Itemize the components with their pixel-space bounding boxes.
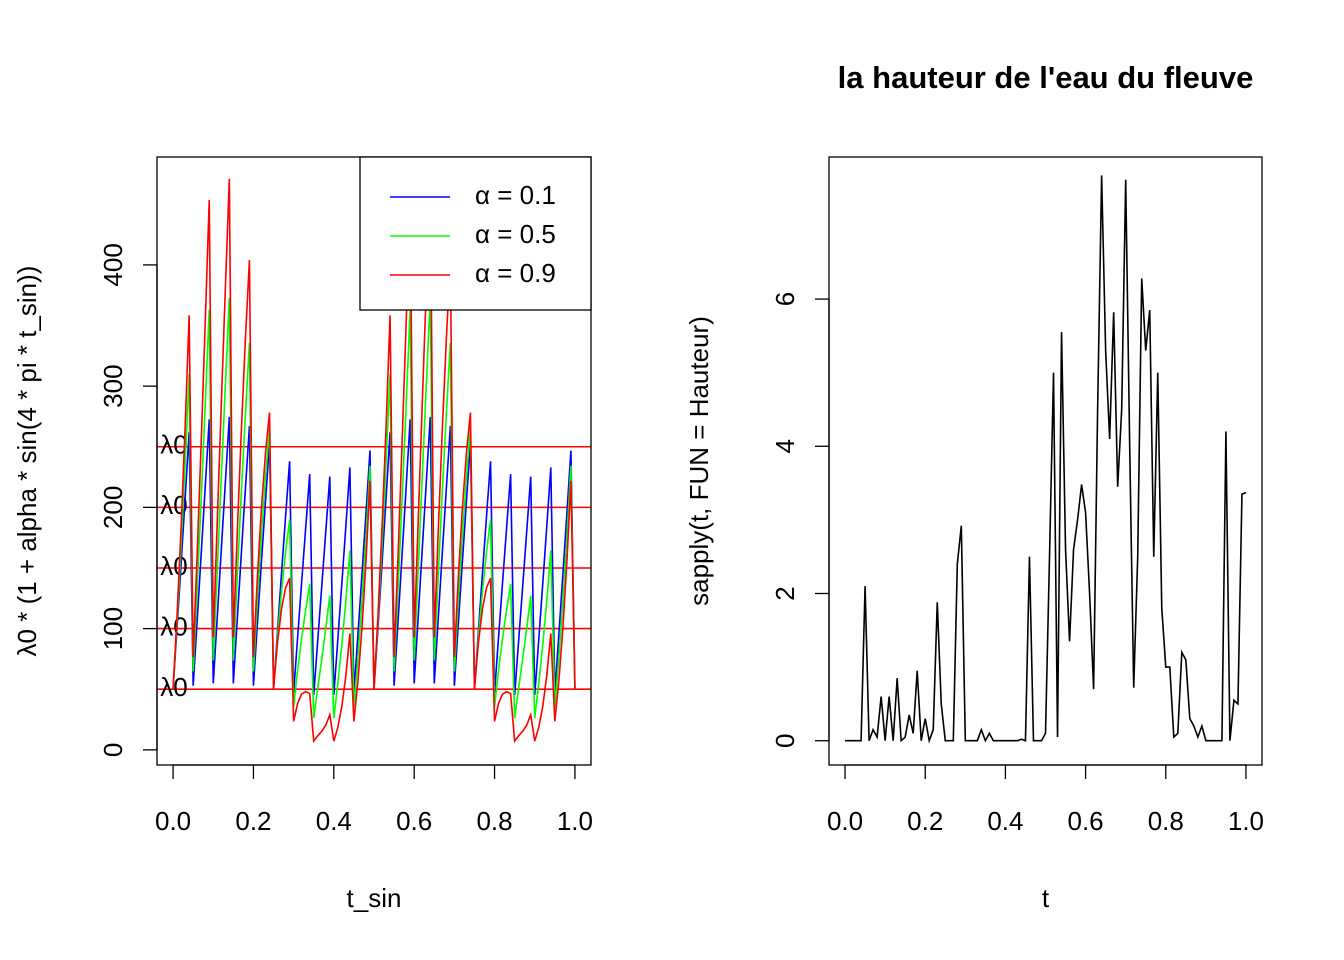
y-tick-label: 400 — [98, 243, 128, 286]
legend-box — [359, 156, 592, 311]
y-tick-label: 2 — [770, 586, 800, 600]
legend: α = 0.1 α = 0.5 α = 0.9 — [359, 156, 592, 311]
legend-label: α = 0.5 — [475, 219, 556, 249]
y-axis-title: λ0 * (1 + alpha * sin(4 * pi * t_sin)) — [12, 266, 42, 657]
y-axis-title: sapply(t, FUN = Hauteur) — [684, 316, 714, 606]
y-tick-label: 0 — [98, 743, 128, 757]
y-tick-label: 300 — [98, 364, 128, 407]
x-tick-label: 0.8 — [476, 806, 512, 836]
x-axis-title: t — [1042, 883, 1050, 913]
x-tick-label: 0.6 — [1068, 806, 1104, 836]
series-line — [845, 175, 1247, 744]
reference-label: λ0 — [160, 611, 187, 641]
panel: 0.0 0.2 0.4 0.6 0.8 1.0 0 2 4 6 la hauteur de l'ea… — [684, 60, 1264, 913]
x-tick-label: 0.4 — [316, 806, 352, 836]
plot-box — [828, 156, 1263, 766]
x-tick-label: 0.0 — [827, 806, 863, 836]
x-axis-title: t_sin — [347, 883, 402, 913]
y-tick-label: 6 — [770, 292, 800, 306]
x-tick-label: 0.6 — [396, 806, 432, 836]
reference-label: λ0 — [160, 430, 187, 460]
series-line — [172, 178, 576, 744]
x-tick-label: 1.0 — [1228, 806, 1264, 836]
legend-label: α = 0.1 — [475, 180, 556, 210]
x-tick-label: 0.2 — [907, 806, 943, 836]
y-tick-label: 100 — [98, 607, 128, 650]
x-tick-label: 0.8 — [1148, 806, 1184, 836]
plot-area — [845, 175, 1247, 744]
x-tick-label: 0.4 — [987, 806, 1023, 836]
x-tick-label: 0.0 — [155, 806, 191, 836]
reference-label: λ0 — [160, 551, 187, 581]
legend-label: α = 0.9 — [475, 258, 556, 288]
y-tick-label: 4 — [770, 439, 800, 453]
y-tick-label: 0 — [770, 733, 800, 747]
chart-title: la hauteur de l'eau du fleuve — [838, 60, 1254, 95]
y-tick-label: 200 — [98, 486, 128, 529]
x-tick-label: 1.0 — [557, 806, 593, 836]
x-tick-label: 0.2 — [235, 806, 271, 836]
